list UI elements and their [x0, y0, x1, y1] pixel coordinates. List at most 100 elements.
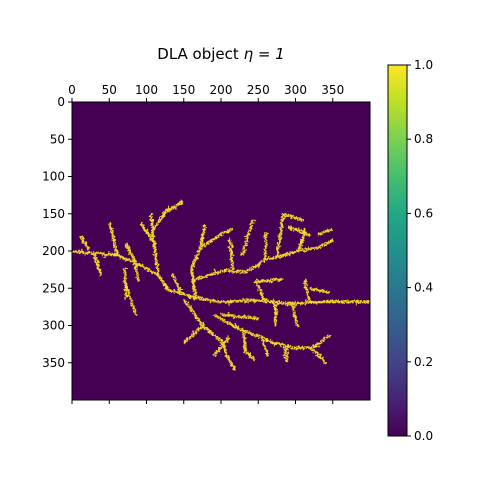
- particle-cell: [272, 302, 274, 304]
- particle-cell: [156, 259, 158, 261]
- particle-cell: [160, 215, 162, 217]
- particle-cell: [163, 211, 165, 213]
- particle-cell: [276, 246, 278, 248]
- particle-cell: [314, 301, 316, 303]
- particle-cell: [276, 255, 277, 257]
- particle-cell: [108, 253, 110, 255]
- particle-cell: [285, 254, 287, 256]
- particle-cell: [240, 253, 242, 255]
- particle-cell: [259, 262, 261, 264]
- particle-cell: [286, 252, 288, 254]
- particle-cell: [192, 281, 194, 283]
- particle-cell: [151, 227, 153, 229]
- particle-cell: [115, 253, 117, 255]
- particle-cell: [112, 243, 114, 245]
- particle-cell: [101, 253, 103, 255]
- particle-cell: [243, 272, 245, 274]
- particle-cell: [357, 300, 359, 302]
- particle-cell: [151, 272, 153, 274]
- particle-cell: [297, 248, 299, 250]
- particle-cell: [266, 245, 268, 247]
- particle-cell: [106, 255, 108, 257]
- particle-cell: [299, 248, 301, 249]
- particle-cell: [311, 301, 313, 303]
- particle-cell: [255, 281, 257, 283]
- particle-cell: [168, 290, 169, 292]
- particle-cell: [81, 239, 83, 240]
- particle-cell: [121, 256, 123, 258]
- particle-cell: [286, 255, 288, 257]
- particle-cell: [194, 287, 196, 289]
- particle-cell: [124, 271, 126, 273]
- particle-cell: [319, 246, 321, 248]
- particle-cell: [283, 254, 285, 256]
- particle-cell: [154, 242, 156, 244]
- particle-cell: [222, 231, 224, 233]
- particle-cell: [363, 300, 365, 302]
- particle-cell: [142, 266, 144, 268]
- particle-cell: [125, 245, 127, 247]
- particle-cell: [260, 292, 262, 294]
- particle-cell: [261, 299, 263, 301]
- particle-cell: [156, 268, 158, 269]
- particle-cell: [111, 236, 113, 237]
- particle-cell: [346, 301, 348, 303]
- particle-cell: [349, 301, 350, 303]
- particle-cell: [273, 306, 275, 308]
- particle-cell: [308, 233, 310, 235]
- particle-cell: [340, 300, 342, 302]
- particle-cell: [198, 250, 200, 252]
- particle-cell: [206, 242, 207, 243]
- particle-cell: [195, 295, 197, 297]
- particle-cell: [295, 251, 297, 252]
- particle-cell: [335, 300, 337, 302]
- particle-cell: [206, 276, 207, 278]
- particle-cell: [228, 230, 230, 231]
- particle-cell: [301, 230, 303, 232]
- particle-cell: [297, 324, 299, 325]
- particle-cell: [270, 300, 272, 302]
- particle-cell: [250, 298, 252, 300]
- particle-cell: [265, 251, 267, 252]
- particle-cell: [247, 299, 249, 301]
- particle-cell: [276, 304, 277, 306]
- particle-cell: [159, 277, 161, 279]
- particle-cell: [201, 297, 203, 299]
- particle-cell: [142, 226, 143, 228]
- particle-cell: [152, 231, 154, 233]
- particle-cell: [263, 251, 265, 253]
- particle-cell: [280, 303, 282, 305]
- particle-cell: [110, 232, 112, 234]
- particle-cell: [172, 206, 174, 208]
- particle-cell: [135, 263, 137, 265]
- particle-cell: [151, 222, 153, 224]
- particle-cell: [186, 295, 188, 297]
- particle-cell: [263, 259, 265, 261]
- particle-cell: [280, 239, 282, 240]
- particle-cell: [168, 209, 169, 211]
- particle-cell: [247, 300, 248, 302]
- particle-cell: [279, 278, 280, 280]
- particle-cell: [328, 302, 330, 304]
- particle-cell: [250, 230, 251, 232]
- particle-cell: [147, 269, 149, 271]
- particle-cell: [313, 302, 315, 304]
- particle-cell: [263, 235, 265, 237]
- particle-cell: [192, 294, 194, 296]
- particle-cell: [232, 246, 234, 248]
- particle-cell: [285, 304, 286, 306]
- particle-cell: [247, 241, 249, 243]
- particle-cell: [160, 219, 162, 221]
- particle-cell: [172, 208, 174, 210]
- particle-cell: [241, 271, 243, 272]
- particle-cell: [174, 289, 175, 291]
- particle-cell: [165, 212, 167, 214]
- particle-cell: [242, 270, 244, 272]
- particle-cell: [212, 274, 213, 275]
- particle-cell: [202, 225, 204, 227]
- particle-cell: [74, 251, 76, 252]
- particle-cell: [191, 268, 193, 270]
- particle-cell: [274, 277, 276, 279]
- particle-cell: [304, 248, 306, 250]
- particle-cell: [277, 251, 279, 252]
